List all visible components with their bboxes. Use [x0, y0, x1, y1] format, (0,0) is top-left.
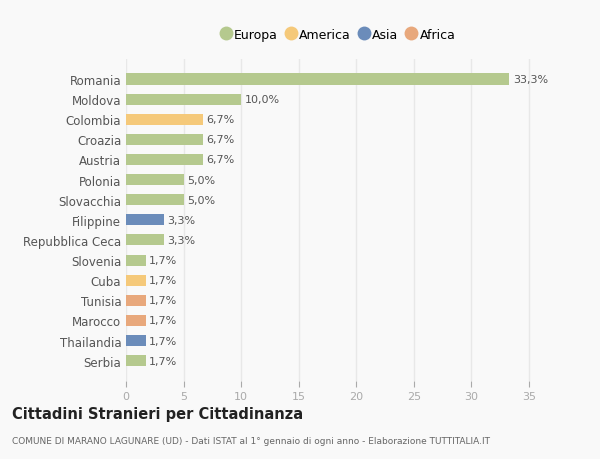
- Text: 1,7%: 1,7%: [149, 256, 177, 265]
- Text: 10,0%: 10,0%: [245, 95, 280, 105]
- Bar: [126, 235, 164, 246]
- Bar: [126, 355, 146, 366]
- Bar: [126, 335, 146, 346]
- Text: 3,3%: 3,3%: [167, 235, 196, 246]
- Legend: Europa, America, Asia, Africa: Europa, America, Asia, Africa: [218, 24, 460, 47]
- Text: 3,3%: 3,3%: [167, 215, 196, 225]
- Text: 1,7%: 1,7%: [149, 356, 177, 366]
- Text: 1,7%: 1,7%: [149, 316, 177, 326]
- Text: 33,3%: 33,3%: [513, 75, 548, 85]
- Bar: [126, 255, 146, 266]
- Bar: [126, 174, 184, 186]
- Text: 1,7%: 1,7%: [149, 336, 177, 346]
- Text: 1,7%: 1,7%: [149, 296, 177, 306]
- Bar: [126, 134, 203, 146]
- Bar: [126, 295, 146, 306]
- Text: 6,7%: 6,7%: [206, 115, 235, 125]
- Bar: [126, 155, 203, 166]
- Bar: [126, 195, 184, 206]
- Text: Cittadini Stranieri per Cittadinanza: Cittadini Stranieri per Cittadinanza: [12, 406, 303, 421]
- Bar: [126, 275, 146, 286]
- Text: 6,7%: 6,7%: [206, 155, 235, 165]
- Text: COMUNE DI MARANO LAGUNARE (UD) - Dati ISTAT al 1° gennaio di ogni anno - Elabora: COMUNE DI MARANO LAGUNARE (UD) - Dati IS…: [12, 436, 490, 445]
- Text: 5,0%: 5,0%: [187, 175, 215, 185]
- Bar: [126, 95, 241, 106]
- Text: 5,0%: 5,0%: [187, 195, 215, 205]
- Text: 1,7%: 1,7%: [149, 275, 177, 285]
- Bar: [126, 315, 146, 326]
- Bar: [126, 74, 509, 85]
- Text: 6,7%: 6,7%: [206, 135, 235, 145]
- Bar: [126, 215, 164, 226]
- Bar: [126, 114, 203, 125]
